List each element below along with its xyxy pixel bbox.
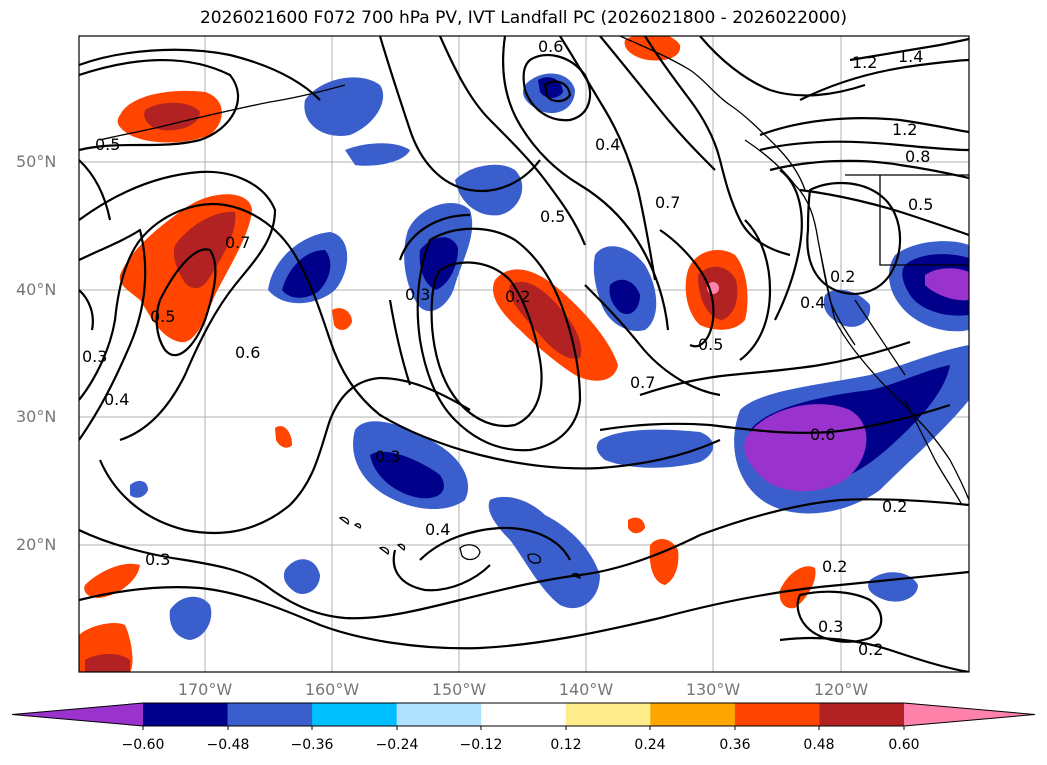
pv-contours: [79, 36, 969, 672]
neg-region-southwest: [169, 596, 212, 640]
plot-frame: [78, 35, 970, 673]
lon-label-170w: 170°W: [177, 680, 233, 699]
pv-purple-core-east: [744, 404, 867, 492]
pos-region-baja-offshore: [779, 566, 816, 609]
contour-label: 0.7: [225, 233, 250, 252]
colorbar-tick-label: 0.36: [719, 737, 751, 753]
neg-region-subtropic-east: [488, 496, 600, 609]
contour-label: 1.2: [852, 53, 877, 72]
colorbar-extend-low: [12, 703, 143, 726]
neg-region-south-central: [283, 559, 320, 595]
lat-label-20n: 20°N: [16, 535, 57, 554]
contour-label: 0.3: [82, 347, 107, 366]
contour-label: 0.5: [908, 195, 933, 214]
contour-label: 0.5: [540, 207, 565, 226]
colorbar-segment: [143, 703, 229, 726]
coastlines: [99, 36, 969, 579]
contour-label: 0.3: [145, 550, 170, 569]
aleutian-islands: [99, 84, 346, 141]
pos-region-southwest-corner: [84, 563, 140, 598]
contour-label: 0.2: [830, 267, 855, 286]
neg-region-ne-pacific-high: [304, 77, 384, 136]
bc-coast: [744, 139, 856, 346]
state-border-1: [879, 175, 969, 266]
colorbar-segment: [650, 703, 736, 726]
colorbar-extend-high: [904, 703, 1035, 726]
contour-label: 0.2: [505, 287, 530, 306]
neg-region-north: [345, 143, 410, 166]
contour-label: 0.6: [538, 37, 563, 56]
cape-north: [338, 516, 362, 529]
colorbar: [11, 702, 1036, 730]
contour-label: 1.2: [892, 120, 917, 139]
positive-pv-regions: [79, 36, 816, 672]
colorbar-tick-label: −0.24: [375, 737, 419, 753]
contour-label: 0.7: [630, 373, 655, 392]
lon-label-160w: 160°W: [304, 680, 360, 699]
colorbar-segment: [227, 703, 313, 726]
colorbar-tick-label: 0.24: [634, 737, 666, 753]
lon-label-140w: 140°W: [558, 680, 614, 699]
pos-region-subtropic-center: [649, 538, 679, 585]
colorbar-tick-label: 0.48: [803, 737, 835, 753]
colorbar-segment: [312, 703, 398, 726]
contour-label: 0.4: [425, 520, 450, 539]
contour-label: 0.6: [235, 343, 260, 362]
colorbar-tick-label: 0.60: [888, 737, 920, 753]
contour-label: 0.8: [905, 147, 930, 166]
lon-label-150w: 150°W: [431, 680, 487, 699]
lat-label-30n: 30°N: [16, 407, 57, 426]
contour-label: 0.4: [595, 135, 620, 154]
contour-label: 0.4: [800, 293, 825, 312]
hawaii-islands: [378, 543, 581, 579]
contour-label: 0.5: [698, 335, 723, 354]
colorbar-segment: [819, 703, 905, 726]
colorbar-tick-label: −0.12: [459, 737, 503, 753]
state-border-2: [854, 299, 906, 376]
california-coast: [819, 249, 969, 501]
lon-label-120w: 120°W: [813, 680, 869, 699]
neg-region-oregon: [823, 289, 871, 327]
contour-label: 0.3: [818, 617, 843, 636]
neg-region-pacific-band: [596, 429, 714, 468]
contour-label: 0.6: [810, 425, 835, 444]
lon-label-130w: 130°W: [685, 680, 741, 699]
colorbar-segment: [565, 703, 651, 726]
colorbar-tick-label: 0.12: [550, 737, 582, 753]
neg-region-south-east: [868, 572, 918, 602]
colorbar-tick-label: −0.60: [121, 737, 165, 753]
contour-label: 0.4: [104, 390, 129, 409]
colorbar-segment: [734, 703, 820, 726]
contour-labels: 0.6 1.2 1.4 1.2 0.8 0.5 0.4 0.7 0.5 0.5 …: [82, 37, 933, 659]
colorbar-tick-label: −0.36: [290, 737, 334, 753]
lat-label-40n: 40°N: [16, 280, 57, 299]
contour-label: 0.2: [882, 497, 907, 516]
contour-label: 0.3: [375, 447, 400, 466]
baja-coast: [904, 399, 963, 506]
colorbar-tick-label: −0.48: [206, 737, 250, 753]
contour-label: 0.5: [150, 307, 175, 326]
lat-label-50n: 50°N: [16, 152, 57, 171]
contour-label: 0.2: [822, 557, 847, 576]
contour-label: 0.3: [405, 285, 430, 304]
map-title: 2026021600 F072 700 hPa PV, IVT Landfall…: [199, 8, 847, 28]
colorbar-segment: [396, 703, 482, 726]
contour-label: 0.7: [655, 193, 680, 212]
alaska-coast: [619, 36, 806, 191]
contour-label: 0.2: [858, 640, 883, 659]
colorbar-segment: [481, 703, 567, 726]
contour-label: 1.4: [898, 47, 923, 66]
